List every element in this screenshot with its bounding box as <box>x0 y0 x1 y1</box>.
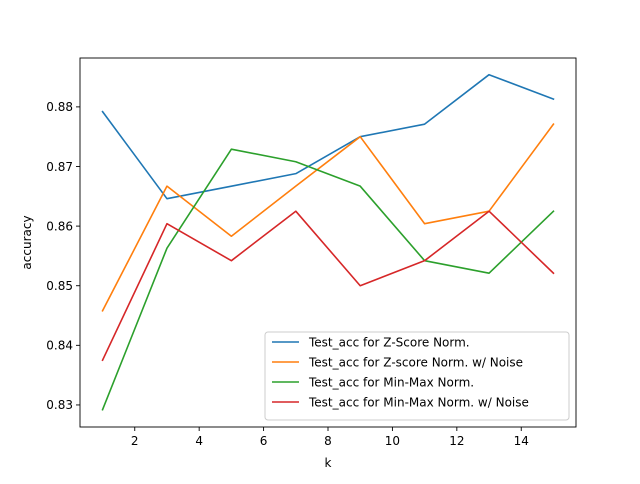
series-line-1 <box>101 73 555 200</box>
x-tick-label: 10 <box>385 434 400 448</box>
x-tick-label: 6 <box>260 434 268 448</box>
x-tick-label: 14 <box>514 434 529 448</box>
x-tick-label: 4 <box>195 434 203 448</box>
y-tick-label: 0.86 <box>46 219 73 233</box>
x-tick-label: 8 <box>324 434 332 448</box>
y-tick-label: 0.84 <box>46 339 73 353</box>
x-tick-label: 2 <box>131 434 139 448</box>
y-tick-label: 0.88 <box>46 100 73 114</box>
legend-label-1: Test_acc for Z-Score Norm. <box>308 335 470 349</box>
series-line-3 <box>101 148 555 411</box>
legend-label-4: Test_acc for Min-Max Norm. w/ Noise <box>308 395 529 409</box>
series-line-2 <box>101 123 555 312</box>
x-axis-label: k <box>325 456 332 470</box>
y-tick-label: 0.87 <box>46 160 73 174</box>
y-axis-label: accuracy <box>20 215 34 269</box>
legend-label-3: Test_acc for Min-Max Norm. <box>308 375 474 389</box>
y-tick-label: 0.83 <box>46 398 73 412</box>
y-axis: 0.83 0.84 0.85 0.86 0.87 0.88 <box>46 100 80 412</box>
series-layer <box>101 73 555 411</box>
series-line-4 <box>101 210 555 362</box>
legend-box <box>264 331 570 421</box>
x-tick-label: 12 <box>449 434 464 448</box>
legend-label-2: Test_acc for Z-score Norm. w/ Noise <box>308 355 523 369</box>
legend: Test_acc for Z-Score Norm. Test_acc for Z… <box>264 331 570 421</box>
y-tick-label: 0.85 <box>46 279 73 293</box>
x-axis: 2 4 6 8 10 12 14 <box>131 427 529 448</box>
